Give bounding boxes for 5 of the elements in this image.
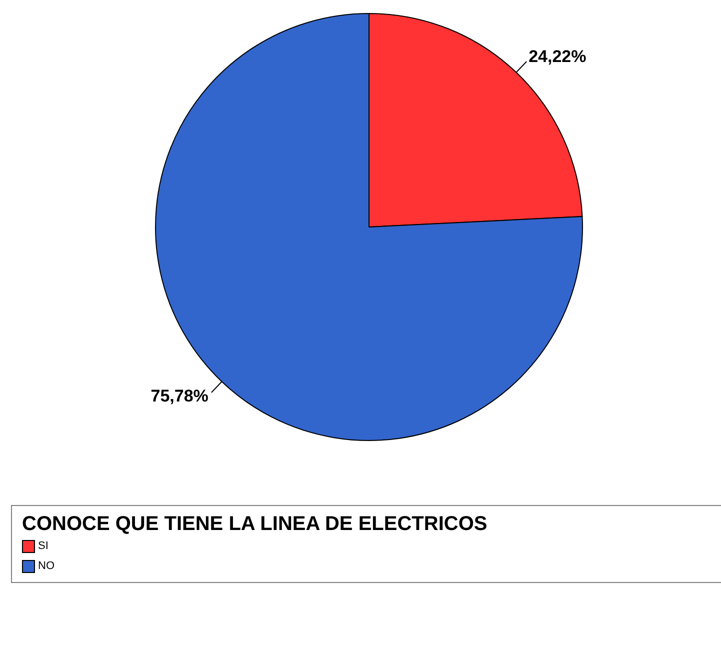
data-label: 75,78% bbox=[150, 386, 208, 406]
legend-label: NO bbox=[38, 560, 54, 572]
data-label: 24,22% bbox=[528, 46, 586, 66]
legend-title: CONOCE QUE TIENE LA LINEA DE ELECTRICOS bbox=[22, 512, 488, 536]
legend-label: SI bbox=[38, 540, 48, 552]
